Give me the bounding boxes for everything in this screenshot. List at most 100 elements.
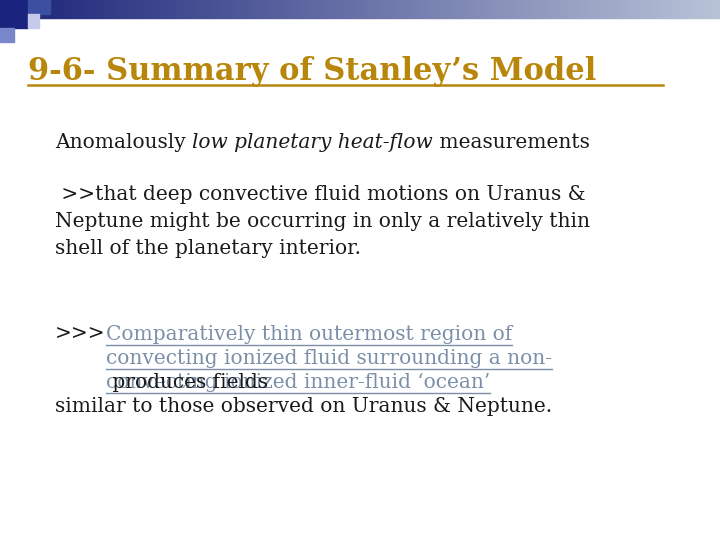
Bar: [616, 0, 618, 18]
Bar: [444, 0, 445, 18]
Bar: [419, 0, 421, 18]
Bar: [248, 0, 251, 18]
Bar: [375, 0, 377, 18]
Bar: [353, 0, 355, 18]
Bar: [40, 0, 42, 18]
Bar: [694, 0, 696, 18]
Bar: [62, 0, 64, 18]
Bar: [16, 0, 18, 18]
Bar: [658, 0, 660, 18]
Bar: [107, 0, 108, 18]
Bar: [636, 0, 638, 18]
Bar: [521, 0, 523, 18]
Bar: [179, 0, 181, 18]
Bar: [100, 0, 102, 18]
Bar: [455, 0, 457, 18]
Bar: [534, 0, 536, 18]
Bar: [613, 0, 616, 18]
Bar: [283, 0, 285, 18]
Bar: [401, 0, 403, 18]
Bar: [485, 0, 487, 18]
Bar: [158, 0, 161, 18]
Bar: [50, 0, 52, 18]
Bar: [575, 0, 577, 18]
Bar: [140, 0, 143, 18]
Bar: [531, 0, 534, 18]
Text: similar to those observed on Uranus & Neptune.: similar to those observed on Uranus & Ne…: [55, 397, 552, 416]
Bar: [472, 0, 473, 18]
Bar: [541, 0, 544, 18]
Bar: [271, 0, 273, 18]
Bar: [598, 0, 600, 18]
Bar: [339, 0, 341, 18]
Bar: [500, 0, 501, 18]
Bar: [409, 0, 411, 18]
Bar: [233, 0, 235, 18]
Bar: [42, 0, 44, 18]
Bar: [523, 0, 526, 18]
Bar: [714, 0, 716, 18]
Bar: [672, 0, 674, 18]
Bar: [313, 0, 315, 18]
Bar: [435, 0, 437, 18]
Bar: [289, 0, 291, 18]
Bar: [156, 0, 158, 18]
Bar: [652, 0, 654, 18]
Bar: [454, 0, 455, 18]
Bar: [321, 0, 323, 18]
Bar: [18, 0, 20, 18]
Bar: [171, 0, 173, 18]
Bar: [66, 0, 68, 18]
Bar: [600, 0, 602, 18]
Bar: [72, 0, 74, 18]
Bar: [136, 0, 138, 18]
Bar: [407, 0, 409, 18]
Bar: [333, 0, 335, 18]
Bar: [46, 0, 48, 18]
Bar: [294, 0, 297, 18]
Bar: [235, 0, 237, 18]
Bar: [423, 0, 426, 18]
Bar: [528, 0, 529, 18]
Bar: [566, 0, 567, 18]
Bar: [369, 0, 371, 18]
Bar: [469, 0, 472, 18]
Bar: [584, 0, 585, 18]
Bar: [30, 0, 32, 18]
Bar: [74, 0, 76, 18]
Bar: [112, 0, 114, 18]
Bar: [664, 0, 666, 18]
Bar: [315, 0, 317, 18]
Bar: [351, 0, 353, 18]
Bar: [642, 0, 644, 18]
Bar: [668, 0, 670, 18]
Bar: [38, 0, 40, 18]
Bar: [588, 0, 590, 18]
Bar: [166, 0, 168, 18]
Bar: [86, 0, 89, 18]
Bar: [580, 0, 582, 18]
Text: convecting ionized fluid surrounding a non-: convecting ionized fluid surrounding a n…: [106, 349, 552, 368]
Bar: [102, 0, 104, 18]
Bar: [164, 0, 166, 18]
Bar: [403, 0, 405, 18]
Bar: [311, 0, 313, 18]
Bar: [329, 0, 331, 18]
Bar: [702, 0, 704, 18]
Bar: [125, 0, 126, 18]
Bar: [363, 0, 365, 18]
Bar: [483, 0, 485, 18]
Bar: [291, 0, 293, 18]
Bar: [84, 0, 86, 18]
Bar: [22, 0, 24, 18]
Bar: [251, 0, 253, 18]
Bar: [247, 0, 248, 18]
Bar: [230, 0, 233, 18]
Bar: [415, 0, 417, 18]
Bar: [562, 0, 564, 18]
Bar: [297, 0, 299, 18]
Bar: [564, 0, 566, 18]
Bar: [265, 0, 266, 18]
Bar: [718, 0, 720, 18]
Bar: [594, 0, 595, 18]
